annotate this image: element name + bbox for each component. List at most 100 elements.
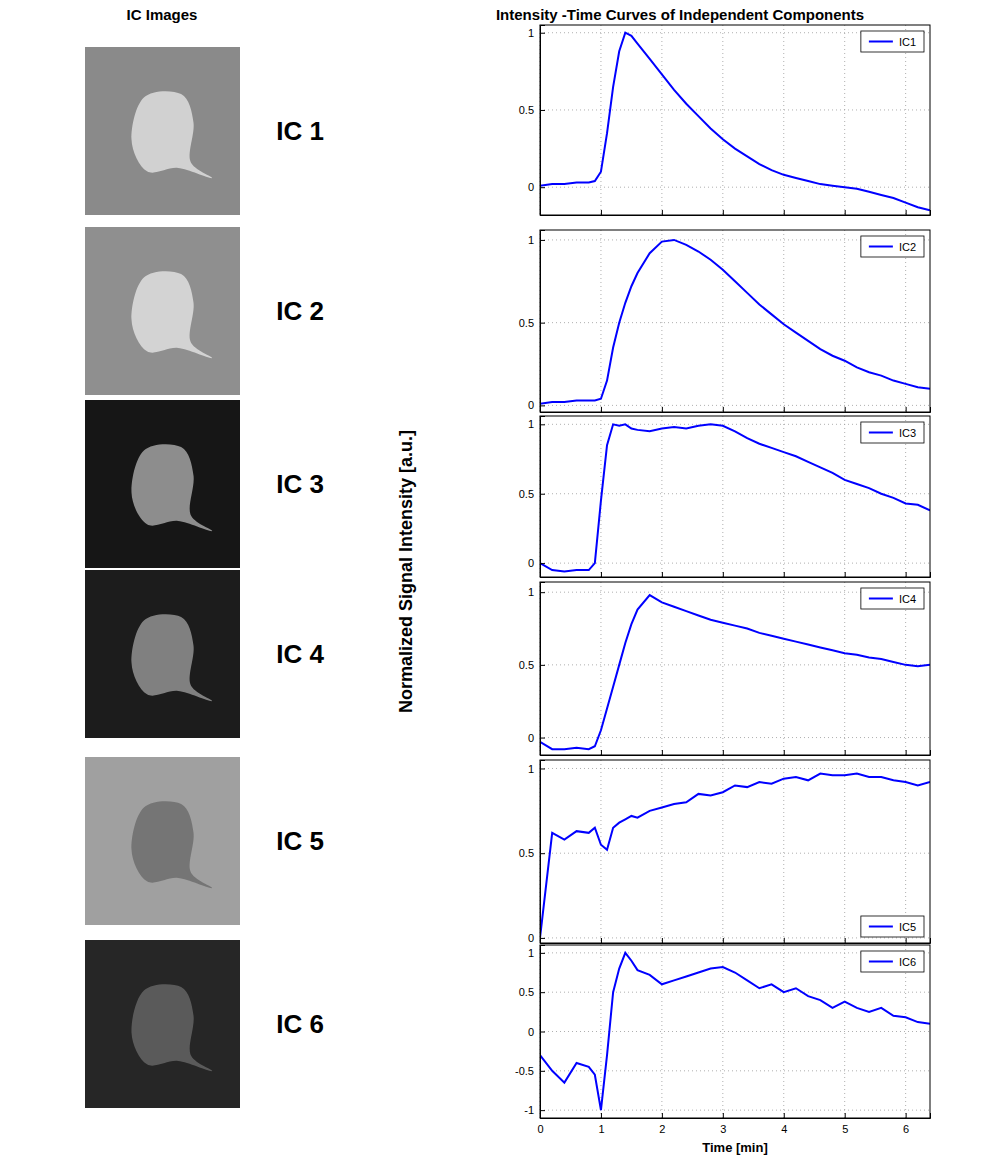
image-blob — [131, 801, 212, 888]
x-tick — [784, 210, 785, 215]
x-tick: 0 — [537, 1113, 543, 1135]
plot-frame — [540, 230, 930, 412]
x-tick — [845, 750, 846, 755]
x-tick — [601, 407, 602, 412]
x-tick — [540, 210, 541, 215]
legend-swatch — [869, 41, 893, 43]
grid-line-y — [540, 992, 930, 993]
x-tick — [662, 750, 663, 755]
grid — [540, 945, 930, 1118]
tick-mark — [540, 240, 545, 241]
x-tick — [601, 750, 602, 755]
plot-frame — [540, 416, 930, 577]
tick-mark — [723, 750, 724, 755]
image-background — [85, 570, 240, 738]
grid-line-y — [540, 405, 930, 406]
legend-box — [861, 916, 924, 937]
x-axis — [541, 938, 931, 944]
panel: 00.51IC5 — [519, 760, 931, 944]
grid — [540, 25, 930, 215]
grid-line-x — [844, 760, 845, 943]
tick-mark — [540, 405, 545, 406]
plot-background — [540, 760, 930, 943]
y-tick-label: 0 — [528, 1026, 534, 1038]
y-tick-label: 0.5 — [519, 659, 534, 671]
grid-line-y — [540, 187, 930, 188]
plot-background — [540, 416, 930, 577]
grid-line-y — [540, 563, 930, 564]
plot-frame — [540, 760, 930, 943]
x-tick — [601, 210, 602, 215]
grid-line-x — [600, 25, 601, 215]
x-axis: 0123456 — [537, 1113, 930, 1135]
y-tick: 1 — [528, 947, 545, 959]
tick-mark — [906, 210, 907, 215]
x-tick — [723, 407, 724, 412]
axis-line — [541, 1113, 931, 1119]
tick-mark — [601, 407, 602, 412]
grid-line-x — [783, 230, 784, 412]
image-background — [85, 940, 240, 1108]
tick-mark — [784, 938, 785, 943]
grid-line-x — [661, 582, 662, 755]
grid-line-y — [540, 493, 930, 494]
legend-label: IC6 — [899, 956, 916, 968]
series-group — [540, 774, 930, 938]
panel-label: IC 1 — [276, 116, 324, 146]
image-background — [85, 47, 240, 215]
legend-box — [861, 236, 924, 257]
panel: 00.51IC2 — [519, 230, 931, 413]
x-tick — [784, 572, 785, 577]
series-group — [540, 33, 930, 211]
x-tick — [906, 407, 907, 412]
grid — [540, 582, 930, 755]
grid-line-y — [540, 1110, 930, 1111]
y-axis: -1-0.500.51 — [515, 946, 545, 1119]
tick-mark — [540, 750, 541, 755]
grid-line-y — [540, 322, 930, 323]
axis-line — [541, 946, 546, 1119]
axis-line — [541, 26, 546, 216]
tick-mark — [845, 572, 846, 577]
grid-line-y — [540, 109, 930, 110]
tick-mark — [540, 572, 541, 577]
legend: IC5 — [861, 916, 924, 937]
axis-line — [541, 761, 546, 944]
x-axis — [541, 572, 931, 578]
series-group — [540, 424, 930, 571]
image-blob — [131, 444, 212, 531]
ic-image — [85, 400, 240, 568]
tick-mark — [784, 750, 785, 755]
panel: -1-0.500.510123456IC6 — [515, 945, 930, 1135]
tick-mark — [784, 1113, 785, 1118]
grid-line-y — [540, 664, 930, 665]
y-tick: -0.5 — [515, 1065, 545, 1077]
grid-line-x — [600, 230, 601, 412]
plot-background — [540, 25, 930, 215]
tick-mark — [845, 210, 846, 215]
plot-background — [540, 945, 930, 1118]
x-tick — [662, 938, 663, 943]
plot-background — [540, 582, 930, 755]
x-tick-label: 1 — [598, 1123, 604, 1135]
tick-mark — [845, 750, 846, 755]
grid-line-x — [783, 416, 784, 577]
plot-frame — [540, 582, 930, 755]
x-tick — [845, 938, 846, 943]
image-background — [85, 227, 240, 395]
tick-mark — [723, 1113, 724, 1118]
x-tick — [906, 938, 907, 943]
series-line — [540, 424, 930, 571]
panel-label: IC 6 — [276, 1009, 324, 1039]
grid-line-x — [661, 230, 662, 412]
plot-background — [540, 230, 930, 412]
grid-line-x — [844, 230, 845, 412]
x-tick — [662, 210, 663, 215]
figure: IC ImagesIntensity -Time Curves of Indep… — [0, 0, 993, 1164]
y-tick-label: 0.5 — [519, 986, 534, 998]
y-tick: 0.5 — [519, 317, 545, 329]
x-axis — [541, 750, 931, 756]
right-title: Intensity -Time Curves of Independent Co… — [496, 6, 864, 23]
x-tick: 4 — [781, 1113, 787, 1135]
panel-label: IC 2 — [276, 296, 324, 326]
